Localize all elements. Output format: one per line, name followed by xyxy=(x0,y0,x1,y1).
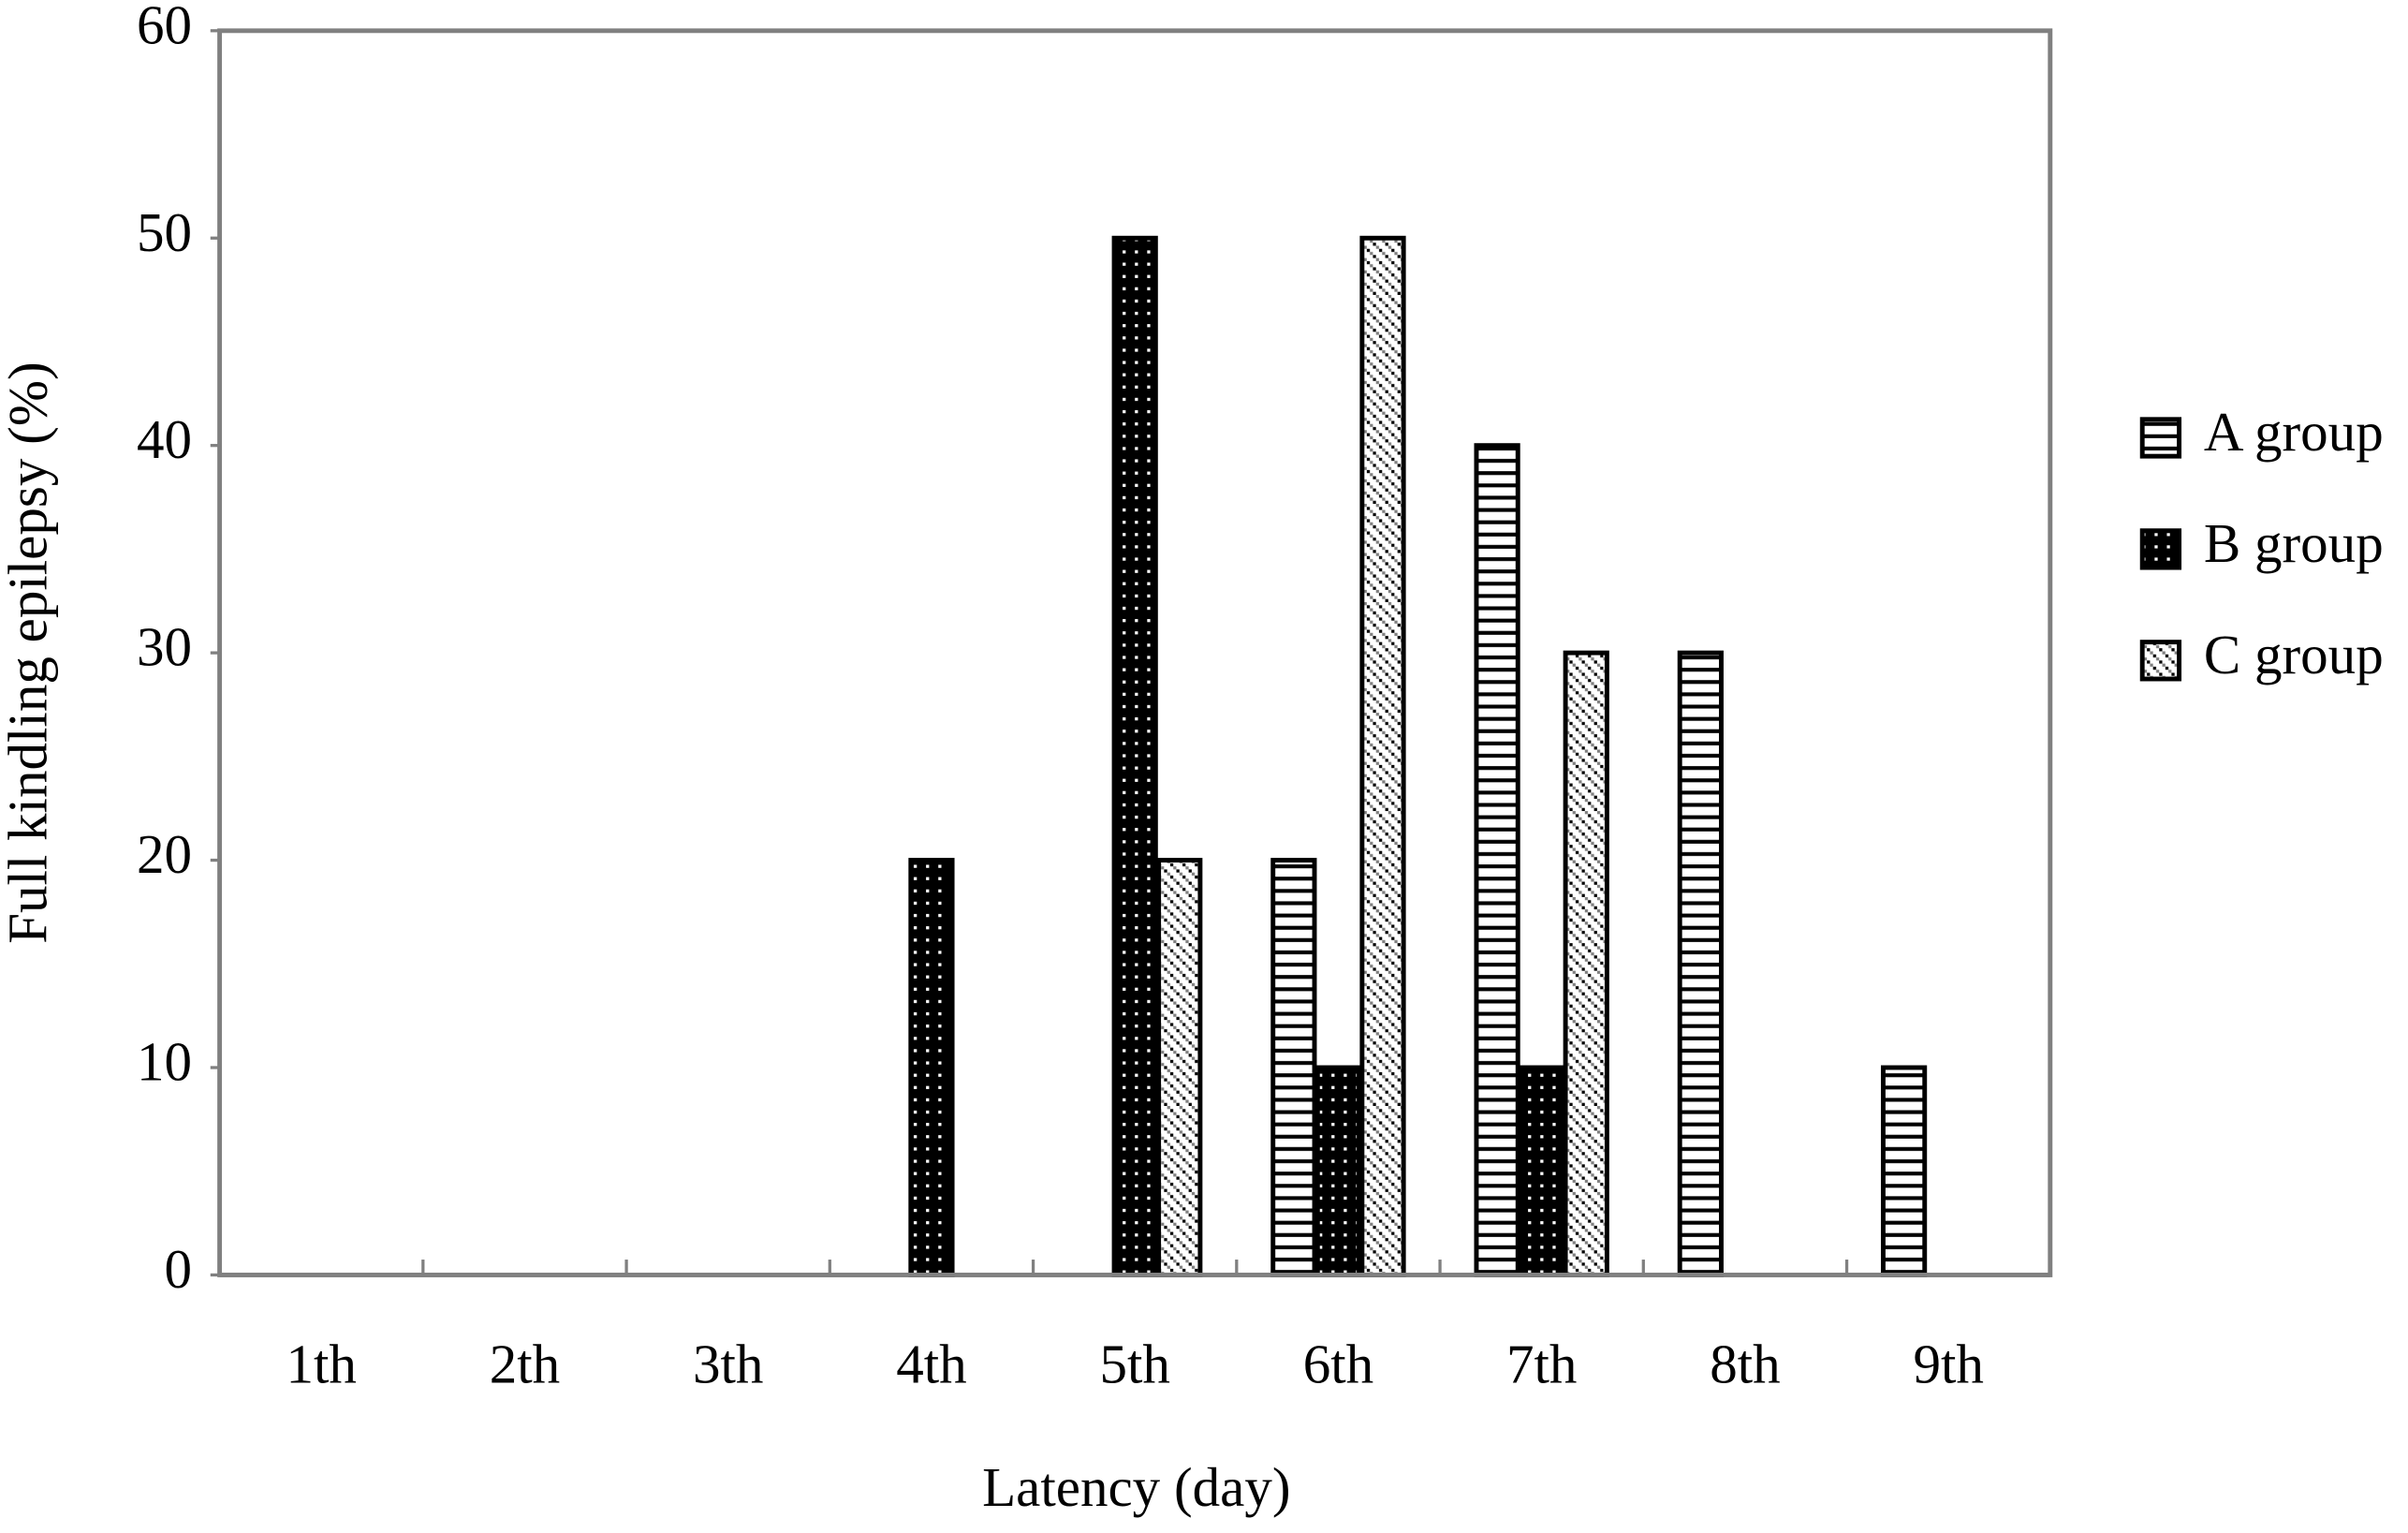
y-tick-label: 0 xyxy=(165,1238,193,1300)
x-tick-label: 4th xyxy=(896,1334,966,1395)
legend-swatch xyxy=(2139,528,2182,570)
legend-label: C group xyxy=(2204,624,2384,685)
y-tick-label: 50 xyxy=(137,201,192,263)
legend-swatch xyxy=(2139,640,2182,682)
bar xyxy=(1111,235,1158,1277)
bar xyxy=(1677,650,1724,1277)
y-tick-label: 10 xyxy=(137,1031,192,1093)
bar xyxy=(1156,858,1203,1277)
x-tick-label: 6th xyxy=(1303,1334,1373,1395)
y-tick-label: 30 xyxy=(137,616,192,678)
y-tick-label: 40 xyxy=(137,408,192,470)
bar xyxy=(1314,1065,1362,1277)
x-tick-label: 9th xyxy=(1913,1334,1983,1395)
x-tick-label: 3th xyxy=(693,1334,763,1395)
bar xyxy=(1474,443,1520,1277)
y-tick-label: 20 xyxy=(137,823,192,885)
x-axis-title: Latency (day) xyxy=(982,1456,1291,1518)
bar xyxy=(1563,650,1609,1277)
bar xyxy=(1270,858,1317,1277)
legend-label: B group xyxy=(2204,512,2384,574)
x-tick-label: 5th xyxy=(1099,1334,1169,1395)
legend-label: A group xyxy=(2204,401,2384,463)
x-tick-label: 8th xyxy=(1710,1334,1780,1395)
x-tick-label: 2th xyxy=(490,1334,560,1395)
bar xyxy=(1359,235,1406,1277)
x-tick-label: 1th xyxy=(286,1334,356,1395)
y-tick-label: 60 xyxy=(137,0,192,55)
bar xyxy=(1519,1065,1565,1277)
bar xyxy=(908,858,955,1277)
y-axis-title: Full kindling epilepsy (%) xyxy=(0,361,59,944)
bar xyxy=(1880,1065,1928,1277)
legend-swatch xyxy=(2139,417,2182,459)
x-tick-label: 7th xyxy=(1506,1334,1577,1395)
